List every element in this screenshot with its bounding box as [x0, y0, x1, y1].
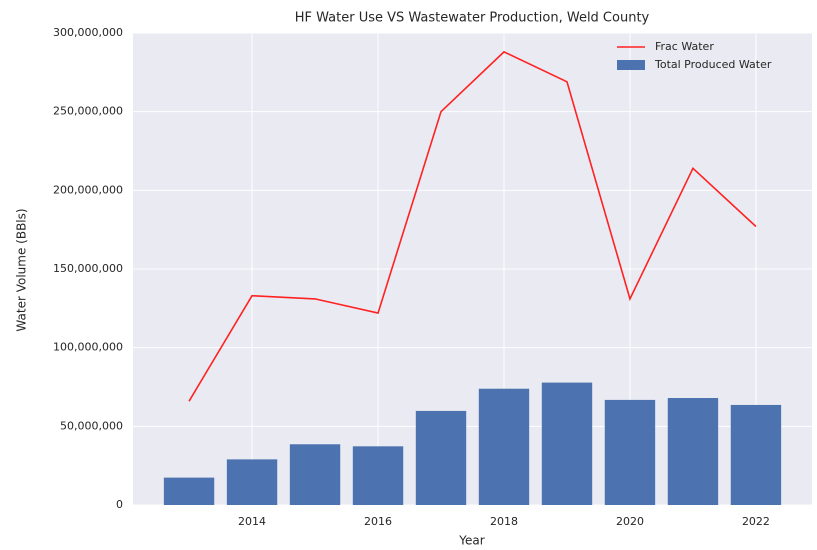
legend: Frac Water Total Produced Water — [617, 40, 772, 71]
bar — [352, 446, 404, 505]
x-tick-label: 2014 — [238, 515, 266, 528]
bar — [478, 388, 530, 505]
legend-swatch — [617, 60, 645, 70]
legend-label: Total Produced Water — [654, 58, 772, 71]
x-tick-label: 2016 — [364, 515, 392, 528]
y-axis-label: Water Volume (BBls) — [15, 208, 29, 331]
line — [188, 50, 757, 402]
x-tick-label: 2018 — [490, 515, 518, 528]
y-tick-label: 150,000,000 — [53, 262, 123, 275]
marks — [163, 50, 782, 505]
bar — [163, 477, 215, 505]
bar — [226, 459, 278, 505]
x-axis-label: Year — [458, 534, 484, 548]
bar — [667, 398, 719, 505]
y-tick-label: 200,000,000 — [53, 183, 123, 196]
x-tick-label: 2020 — [616, 515, 644, 528]
x-tick-label: 2022 — [742, 515, 770, 528]
chart-title: HF Water Use VS Wastewater Production, W… — [295, 11, 650, 26]
y-tick-label: 50,000,000 — [60, 419, 123, 432]
bar — [541, 382, 593, 505]
y-tick-label: 250,000,000 — [53, 105, 123, 118]
legend-label: Frac Water — [655, 40, 714, 53]
bar — [415, 410, 467, 505]
y-tick-label: 300,000,000 — [53, 26, 123, 39]
bar — [604, 399, 656, 505]
bar — [289, 444, 341, 505]
y-tick-label: 0 — [116, 498, 123, 511]
bar — [730, 404, 782, 505]
y-tick-label: 100,000,000 — [53, 341, 123, 354]
